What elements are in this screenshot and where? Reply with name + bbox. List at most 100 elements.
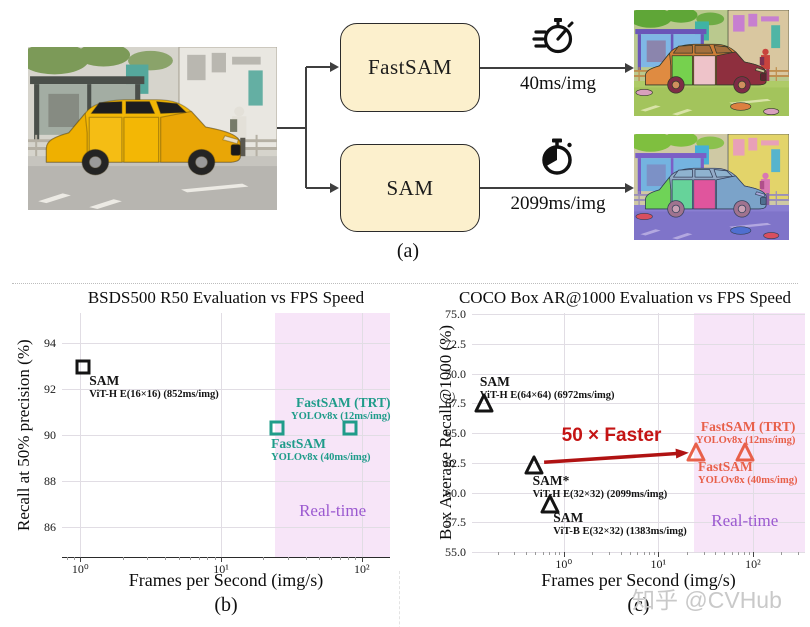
x-minor-tick <box>542 552 544 555</box>
fastsam-speed: 40ms/img <box>519 73 596 94</box>
x-tick-label: 10² <box>745 557 761 571</box>
x-minor-tick <box>214 557 216 560</box>
gridline-vertical <box>361 313 363 557</box>
x-minor-tick <box>207 557 209 560</box>
point-marker-sam-vith-16 <box>75 359 91 375</box>
section-separator <box>12 283 798 284</box>
x-minor-tick <box>654 552 656 555</box>
point-marker-sam-vith-64 <box>474 393 494 413</box>
caption-b: (b) <box>214 594 238 616</box>
x-minor-tick <box>199 557 201 560</box>
annotation-text: 50 × Faster <box>561 424 662 446</box>
x-minor-tick <box>686 552 688 555</box>
x-minor-tick <box>73 557 75 560</box>
gridline-horizontal <box>62 388 390 390</box>
y-tick-label: 90 <box>44 428 56 442</box>
x-tick-mark <box>563 552 565 557</box>
x-minor-tick <box>554 552 556 555</box>
input-image <box>28 47 277 210</box>
point-label-fastsam-trt: FastSAM (TRT) YOLOv8x (12ms/img) <box>695 419 796 447</box>
sam-box: SAM <box>340 144 480 232</box>
x-tick-label: 10¹ <box>650 557 667 571</box>
chart-c-title: COCO Box AR@1000 Evaluation vs FPS Speed <box>458 288 792 307</box>
point-label-sam-vith-64: SAM ViT-H E(64×64) (6972ms/img) <box>479 374 615 402</box>
gridline-vertical <box>221 313 223 557</box>
x-minor-tick <box>592 552 594 555</box>
sam-box-label: SAM <box>386 175 434 200</box>
x-minor-tick <box>165 557 167 560</box>
x-minor-tick <box>178 557 180 560</box>
gridline-horizontal <box>62 527 390 529</box>
point-marker-sam-star-vith-32 <box>524 455 544 475</box>
chart-b-xlabel: Frames per Second (img/s) <box>128 570 324 590</box>
fastsam-box: FastSAM <box>340 23 480 112</box>
x-minor-tick <box>340 557 342 560</box>
point-label-sam-vitb-32: SAM ViT-B E(32×32) (1383ms/img) <box>553 510 687 538</box>
arrowhead-into-sam <box>330 183 339 193</box>
gridline-horizontal <box>472 343 805 345</box>
caption-a: (a) <box>396 240 420 262</box>
x-minor-tick <box>514 552 516 555</box>
x-minor-tick <box>748 552 750 555</box>
x-tick-mark <box>80 557 82 562</box>
x-minor-tick <box>355 557 357 560</box>
point-marker-fastsam <box>269 420 285 436</box>
x-minor-tick <box>288 557 290 560</box>
x-minor-tick <box>348 557 350 560</box>
fastsam-output-image <box>634 10 789 116</box>
x-minor-tick <box>305 557 307 560</box>
x-tick-mark <box>221 557 223 562</box>
point-marker-fastsam <box>686 442 706 462</box>
watermark: 知乎 @CVHub <box>632 587 782 613</box>
x-minor-tick <box>798 552 800 555</box>
y-tick-label: 94 <box>44 335 56 350</box>
y-tick-label: 72.5 <box>445 336 466 351</box>
chart-c-xlabel: Frames per Second (img/s) <box>541 570 736 590</box>
gridline-horizontal <box>62 481 390 483</box>
x-minor-tick <box>703 552 705 555</box>
realtime-region <box>694 313 805 552</box>
y-tick-label: 57.5 <box>445 515 466 530</box>
fastsam-box-label: FastSAM <box>367 55 453 79</box>
x-minor-tick <box>122 557 124 560</box>
y-tick-label: 92 <box>44 381 56 396</box>
fast-stopwatch-icon <box>531 12 577 58</box>
x-minor-tick <box>643 552 645 555</box>
x-minor-tick <box>526 552 528 555</box>
x-minor-tick <box>738 552 740 555</box>
x-minor-tick <box>731 552 733 555</box>
point-label-fastsam-trt: FastSAM (TRT) YOLOv8x (12ms/img) <box>291 395 391 423</box>
point-marker-sam-vitb-32 <box>540 494 560 514</box>
gridline-horizontal <box>472 522 805 524</box>
point-label-fastsam: FastSAM YOLOv8x (40ms/img) <box>698 459 798 487</box>
gridline-horizontal <box>472 403 805 405</box>
panel-a: FastSAM SAM 40ms/img <box>0 0 810 283</box>
y-tick-label: 75.0 <box>445 307 466 322</box>
x-tick-label: 10⁰ <box>555 557 573 571</box>
point-label-fastsam: FastSAM YOLOv8x (40ms/img) <box>271 436 371 464</box>
realtime-label: Real-time <box>711 511 779 531</box>
x-minor-tick <box>649 552 651 555</box>
realtime-label: Real-time <box>299 500 367 520</box>
x-minor-tick <box>715 552 717 555</box>
gridline-vertical <box>80 313 82 557</box>
x-tick-mark <box>361 557 363 562</box>
x-minor-tick <box>535 552 537 555</box>
x-minor-tick <box>608 552 610 555</box>
x-tick-label: 10² <box>354 562 370 576</box>
x-minor-tick <box>497 552 499 555</box>
gridline-vertical <box>563 313 565 552</box>
x-minor-tick <box>620 552 622 555</box>
chart-c-plot-area: Real-time 55.0 57.5 60.0 62.5 65.0 67.5 70.0 72.… <box>445 307 805 571</box>
gridline-horizontal <box>472 314 805 316</box>
x-minor-tick <box>724 552 726 555</box>
gridline-horizontal <box>472 433 805 435</box>
point-label-sam-vith-16: SAM ViT-H E(16×16) (852ms/img) <box>89 373 219 401</box>
y-tick-label: 60.0 <box>445 485 466 500</box>
point-marker-fastsam-trt <box>735 442 755 462</box>
x-minor-tick <box>549 552 551 555</box>
point-label-sam-star-vith-32: SAM* ViT-H E(32×32) (2099ms/img) <box>532 473 668 501</box>
arrowhead-into-fastsam-output <box>625 63 634 73</box>
chart-b-plot-area: Real-time 86 88 90 92 94 10⁰ 10¹ 10² SAM ViT-H E(1… <box>44 313 391 576</box>
